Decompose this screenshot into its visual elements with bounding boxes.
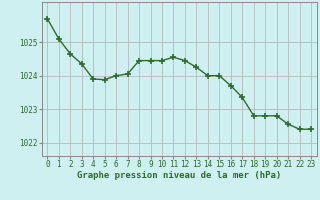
X-axis label: Graphe pression niveau de la mer (hPa): Graphe pression niveau de la mer (hPa) — [77, 171, 281, 180]
